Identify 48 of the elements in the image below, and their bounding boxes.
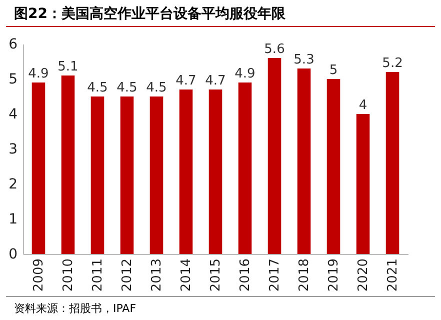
x-tick-label: 2017 [268, 258, 283, 292]
text: 资料来源：招股书，IPAF [6, 296, 435, 320]
bar [356, 114, 370, 254]
data-label: 4 [358, 98, 368, 113]
data-label: 4.5 [146, 80, 167, 96]
bar [32, 82, 46, 254]
x-tick-label: 2009 [31, 258, 46, 292]
data-label: 5 [329, 63, 338, 78]
x-tick-label: 2021 [386, 258, 401, 292]
bar [268, 58, 282, 254]
bar [238, 82, 252, 254]
x-tick-label: 2013 [149, 258, 164, 292]
x-tick-label: 2019 [326, 258, 342, 292]
bar [179, 90, 193, 254]
data-label: 4.9 [234, 66, 256, 82]
y-tick-label: 4 [8, 106, 18, 122]
y-tick-label: 5 [8, 72, 18, 88]
x-tick-label: 2016 [238, 258, 253, 292]
bar [208, 90, 222, 254]
y-tick-label: 2 [8, 176, 18, 192]
y-tick-label: 6 [8, 36, 18, 52]
y-tick-label: 1 [8, 212, 18, 228]
x-tick-label: 2020 [356, 258, 372, 292]
x-tick-label: 2011 [90, 258, 106, 292]
bar [120, 96, 134, 254]
data-label: 4.9 [28, 66, 49, 82]
x-tick-label: 2012 [120, 258, 135, 292]
y-tick-label: 0 [8, 246, 18, 262]
data-label: 4.5 [87, 80, 108, 96]
data-label: 4.7 [205, 74, 226, 88]
bar [150, 96, 164, 254]
x-tick-label: 2014 [179, 258, 194, 292]
bar [386, 72, 400, 254]
data-label: 5.2 [382, 56, 403, 71]
bar [297, 68, 311, 254]
x-tick-label: 2010 [60, 258, 76, 292]
x-tick-label: 2015 [208, 258, 224, 292]
bar [90, 96, 104, 254]
data-label: 4.7 [176, 74, 196, 88]
y-tick-label: 3 [8, 142, 18, 158]
x-tick-label: 2018 [297, 258, 312, 292]
data-label: 5.6 [264, 42, 285, 57]
data-label: 5.1 [58, 60, 78, 74]
chart-title: 图22：美国高空作业平台设备平均服役年限 [6, 0, 435, 27]
data-label: 5.3 [294, 52, 314, 68]
data-label: 4.5 [116, 80, 138, 96]
bar [326, 79, 340, 254]
bar [61, 76, 75, 254]
